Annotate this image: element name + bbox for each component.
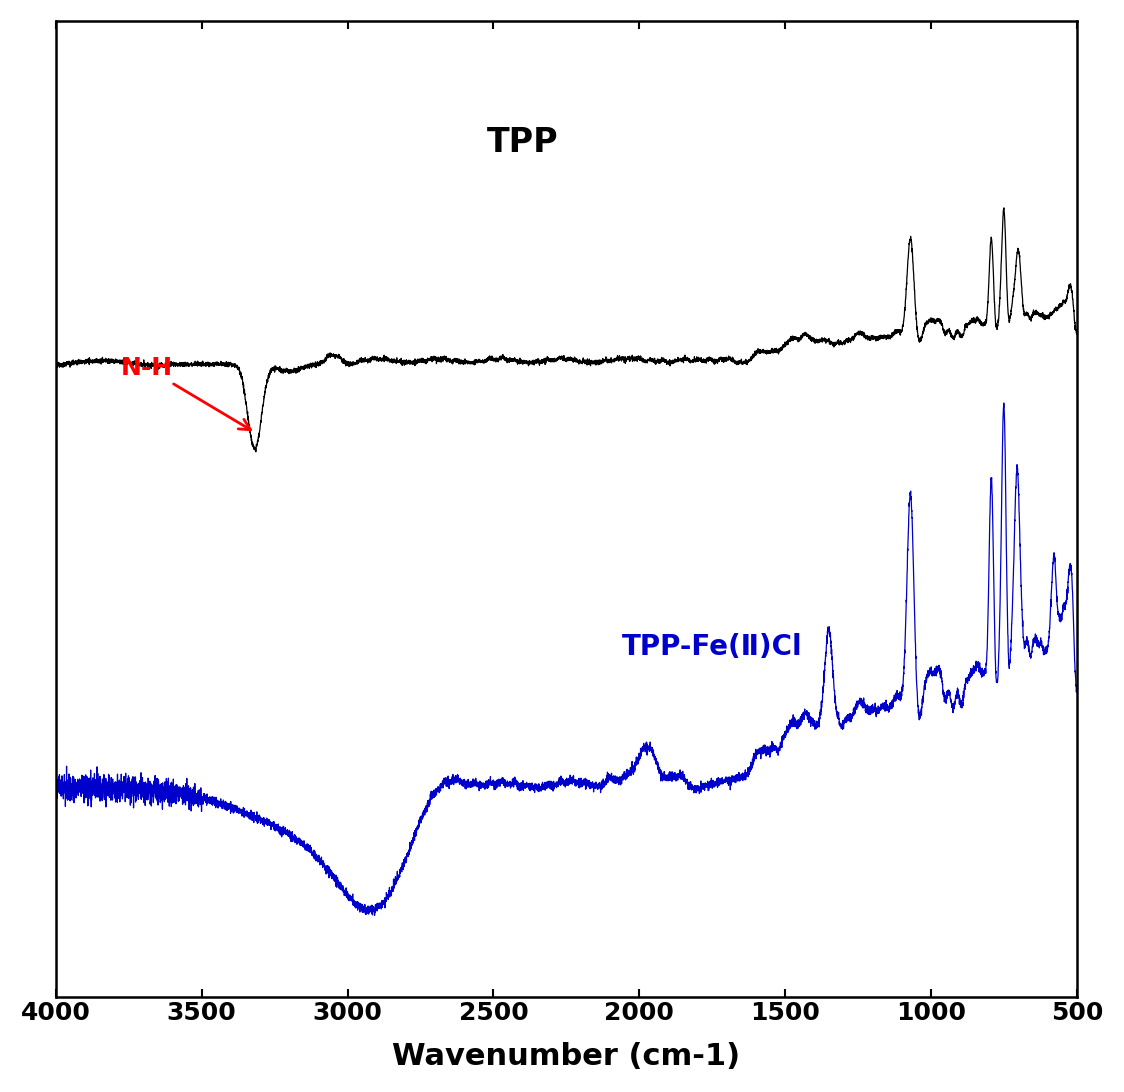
Text: N-H: N-H: [120, 356, 251, 430]
Text: TPP: TPP: [487, 127, 559, 159]
X-axis label: Wavenumber (cm-1): Wavenumber (cm-1): [392, 1042, 741, 1071]
Text: TPP-Fe(Ⅱ)Cl: TPP-Fe(Ⅱ)Cl: [622, 633, 803, 661]
